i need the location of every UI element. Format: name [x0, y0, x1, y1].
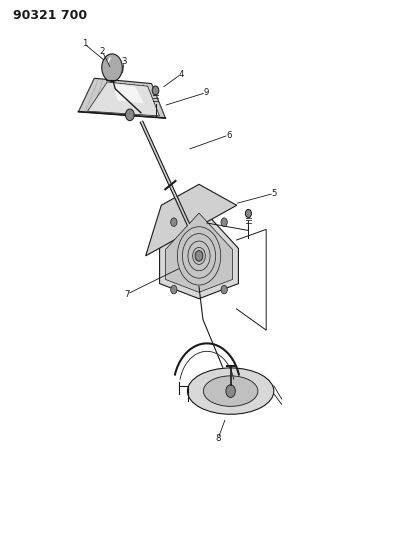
Polygon shape [88, 82, 160, 116]
Circle shape [125, 109, 134, 120]
Circle shape [221, 218, 227, 227]
Circle shape [152, 86, 159, 95]
Text: 9: 9 [203, 88, 209, 97]
Text: 5: 5 [271, 189, 277, 198]
Circle shape [226, 385, 235, 398]
Circle shape [171, 285, 177, 294]
Circle shape [195, 251, 203, 261]
Text: 2: 2 [100, 47, 105, 56]
Text: 1: 1 [82, 39, 87, 49]
Polygon shape [166, 213, 232, 292]
Polygon shape [78, 78, 166, 118]
Circle shape [245, 209, 252, 217]
Polygon shape [146, 184, 237, 256]
Text: 7: 7 [124, 289, 130, 298]
Text: 8: 8 [215, 434, 221, 443]
Circle shape [171, 218, 177, 227]
Polygon shape [160, 206, 238, 298]
Polygon shape [112, 84, 144, 103]
Circle shape [221, 285, 227, 294]
Text: 6: 6 [226, 131, 231, 140]
Text: 90321 700: 90321 700 [13, 10, 88, 22]
Circle shape [102, 54, 122, 82]
Text: 4: 4 [178, 69, 184, 78]
Text: 3: 3 [121, 58, 127, 66]
Ellipse shape [187, 368, 274, 414]
Ellipse shape [203, 376, 258, 406]
